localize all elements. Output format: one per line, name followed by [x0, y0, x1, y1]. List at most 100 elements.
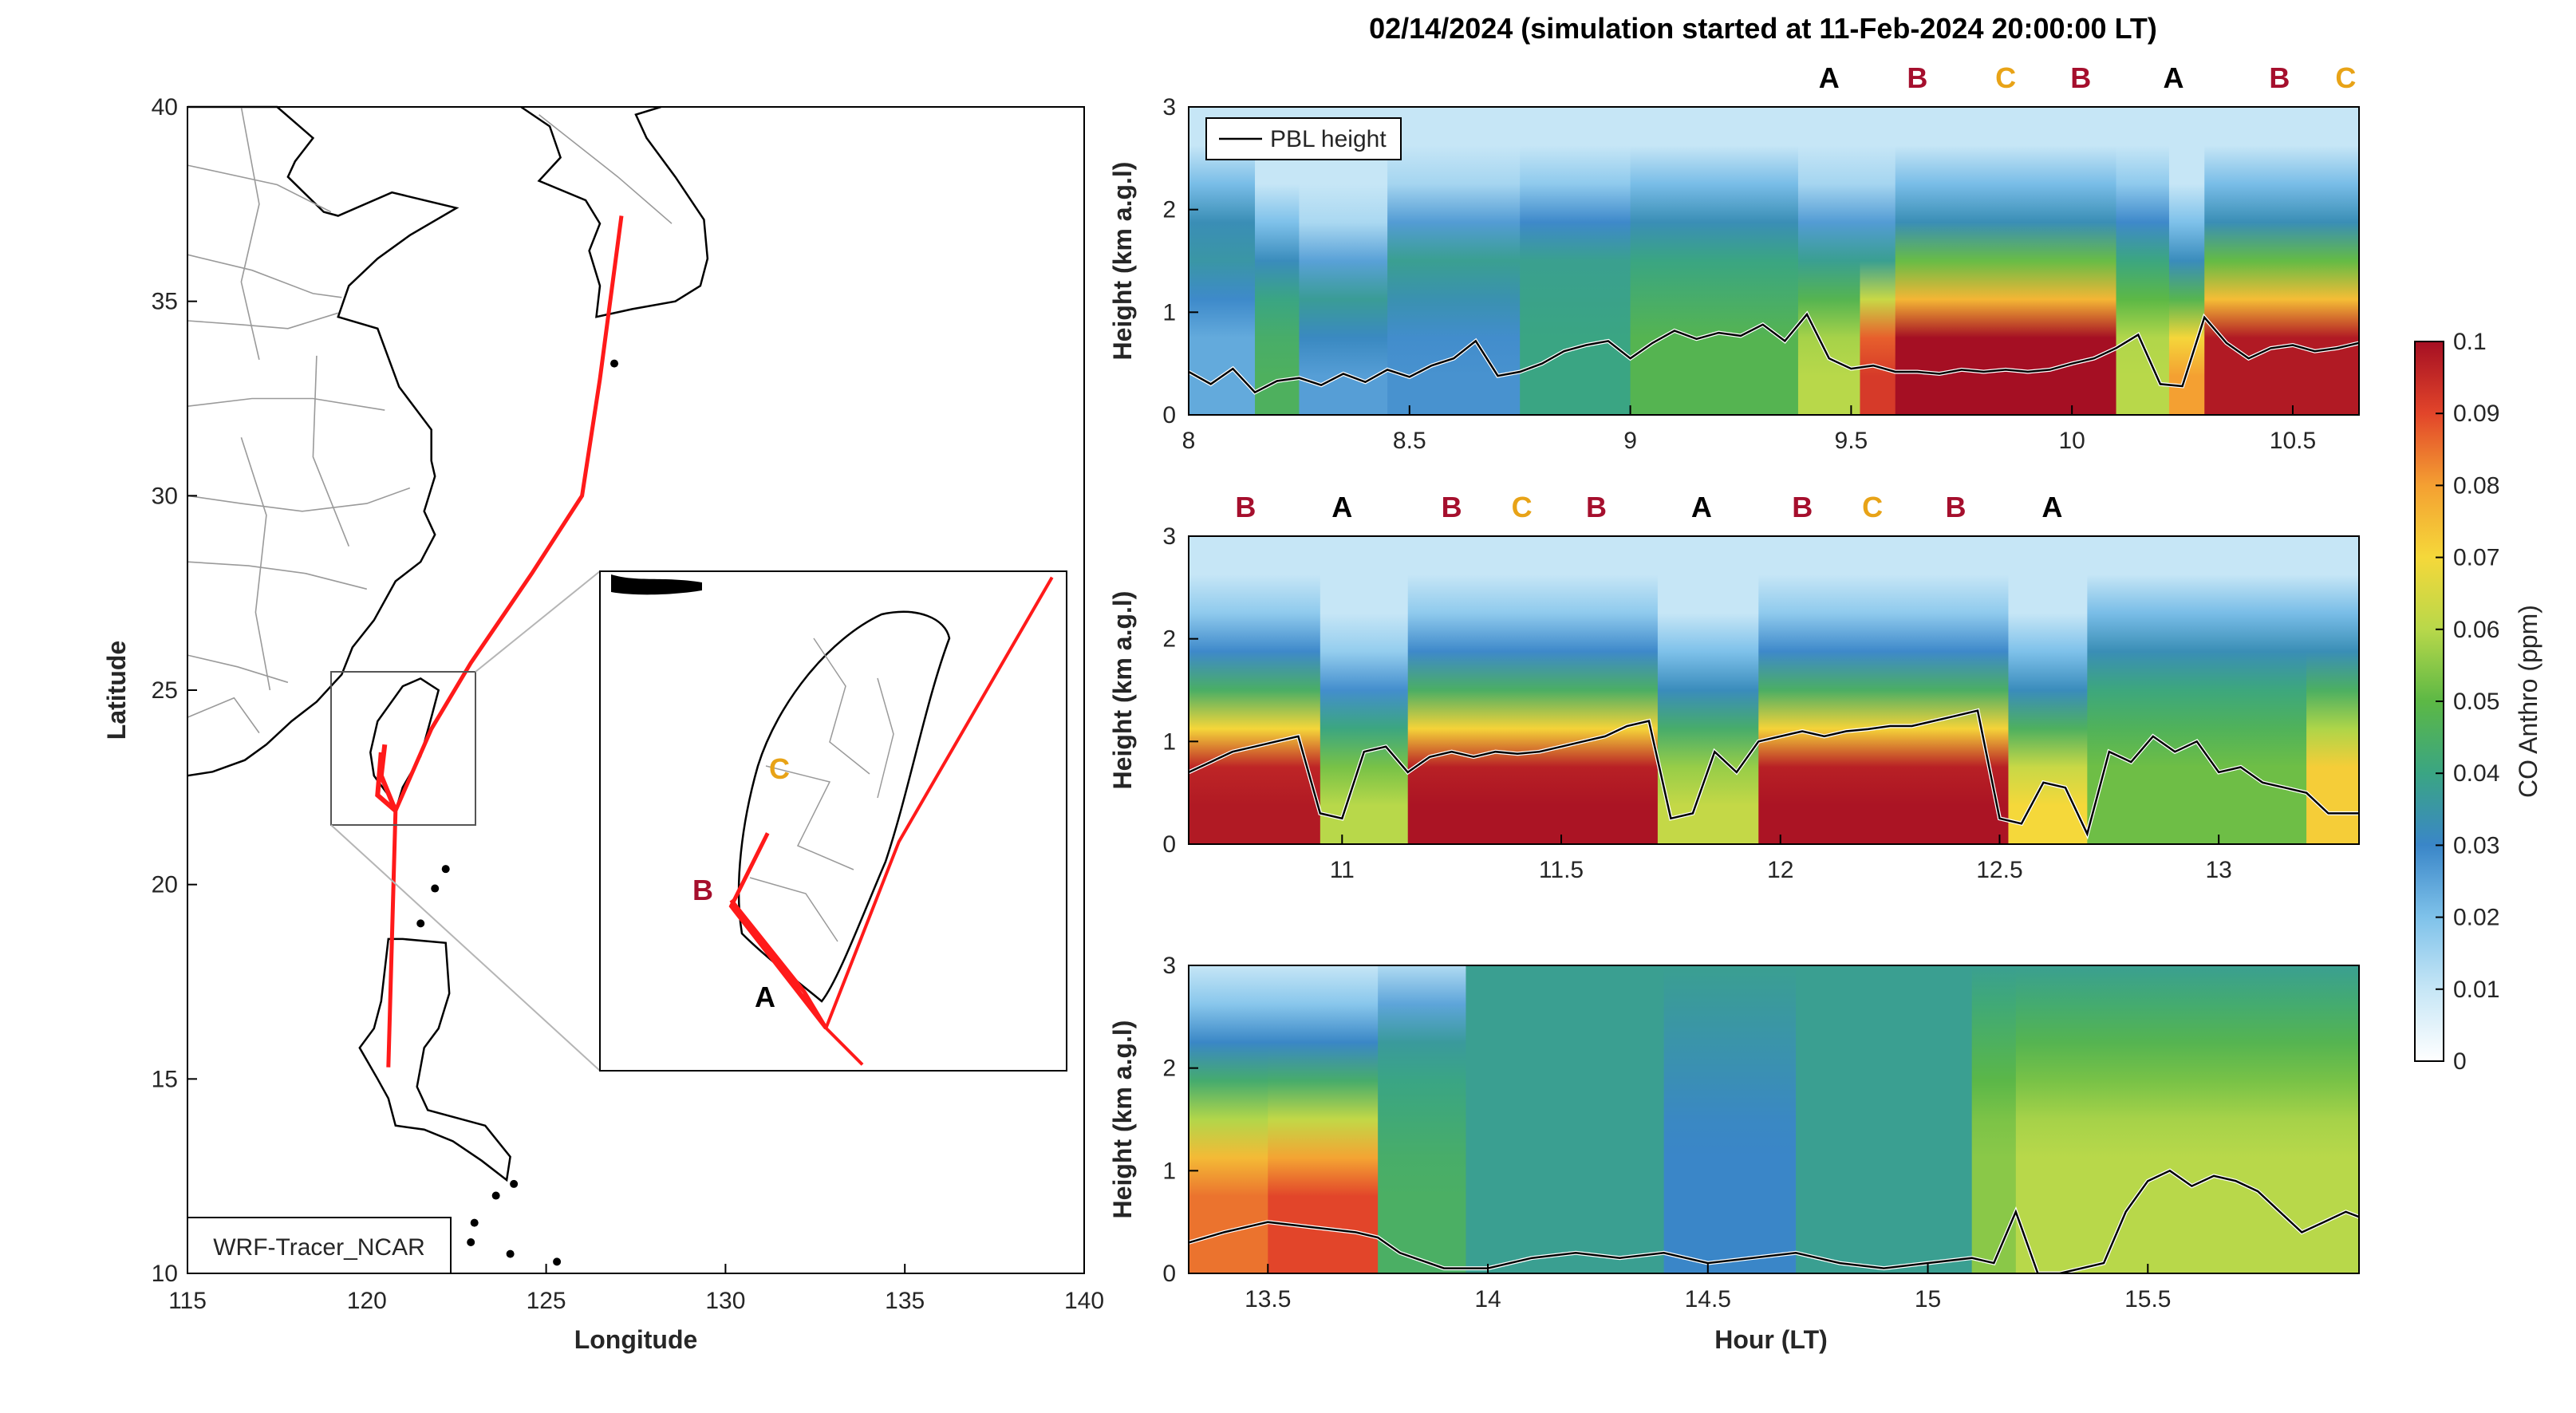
pbl-height-line: [1189, 312, 2359, 394]
segment-label-A: A: [1331, 491, 1352, 523]
segment-label-A: A: [1819, 61, 1840, 94]
island: [431, 884, 440, 893]
panel-1-frame: [1188, 106, 2360, 416]
xtick-label: 10: [2058, 428, 2085, 454]
map-xtick-label: 140: [1064, 1288, 1104, 1314]
heatmap-column: [2306, 536, 2359, 844]
panel-3-field: [1189, 965, 2359, 1273]
ytick-label: 2: [1162, 1056, 1176, 1082]
heatmap-column: [1387, 107, 1521, 415]
ylabel: Height (km a.g.l): [1108, 162, 1137, 361]
inset-branch-a: [729, 898, 828, 1030]
ytick-label: 2: [1162, 197, 1176, 223]
pbl-height-line: [1189, 709, 2359, 837]
china-coastline: [187, 105, 460, 777]
inset-china-coast: [611, 574, 702, 595]
segment-label-B: B: [1442, 491, 1462, 523]
segment-label-B: B: [1586, 491, 1607, 523]
island: [470, 1218, 479, 1227]
colorbar-ticks: 0 0.01 0.02 0.03 0.04 0.05 0.06 0.07 0.08 0.09 0.1: [2436, 329, 2499, 1075]
admin-line: [187, 312, 339, 330]
admin-line: [312, 355, 350, 547]
panel-2-field: [1189, 536, 2359, 844]
segment-label-A: A: [1691, 491, 1712, 523]
map-ytick-label: 35: [152, 289, 178, 315]
island: [441, 865, 450, 874]
panel-3-frame: [1188, 965, 2360, 1274]
main-trajectory: [386, 215, 624, 1068]
ytick-label: 2: [1162, 626, 1176, 653]
admin-line: [538, 114, 673, 224]
admin-line: [187, 487, 411, 512]
ytick-label: 1: [1162, 299, 1176, 326]
colorbar-tick-label: 0.06: [2453, 617, 2499, 643]
xtick-label: 11.5: [1539, 857, 1584, 883]
panel-3: 13.5 14 14.5 15 15.5 0 1 2 3 Height (km a.g.l): [1108, 953, 2360, 1312]
xtick-label: 11: [1330, 857, 1355, 883]
colorbar-tick-label: 0.04: [2453, 760, 2499, 787]
ytick-label: 3: [1162, 94, 1176, 120]
inset-trajectory: [824, 576, 1054, 1066]
map-ytick-label: 10: [152, 1261, 178, 1287]
heatmap-column: [2008, 536, 2089, 844]
taiwan-admin: [749, 637, 894, 942]
ytick-label: 1: [1162, 728, 1176, 755]
xtick-label: 9: [1623, 428, 1637, 454]
heatmap-column: [1758, 536, 2010, 844]
segment-label-A: A: [2163, 61, 2183, 94]
map-ytick-label: 25: [152, 677, 178, 704]
heatmap-column: [2168, 107, 2206, 415]
xtick-label: 8.5: [1393, 428, 1426, 454]
island: [416, 919, 425, 928]
xtick-label: 14: [1474, 1286, 1501, 1312]
map-xtick-label: 130: [705, 1288, 745, 1314]
heatmap-column: [1860, 107, 1896, 415]
segment-label-B: B: [1792, 491, 1813, 523]
admin-line: [187, 654, 289, 684]
xtick-label: 12: [1767, 857, 1793, 883]
island: [610, 359, 619, 368]
island: [506, 1249, 515, 1258]
colorbar-label: CO Anthro (ppm): [2514, 605, 2542, 798]
map-xtick-label: 115: [168, 1288, 207, 1314]
xtick-label: 9.5: [1835, 428, 1868, 454]
taiwan-outline: [737, 610, 951, 1003]
map-ticks: 115 120 125 130 135 140 10 15 20 25 30 35 40: [152, 94, 1104, 1314]
segment-label-B: B: [2070, 61, 2091, 94]
map-ylabel: Latitude: [102, 641, 131, 740]
heatmap-column: [1630, 107, 1799, 415]
admin-line: [187, 697, 260, 734]
admin-line: [240, 436, 271, 691]
zoom-connector-bottom: [330, 824, 601, 1072]
heatmap-column: [2015, 965, 2359, 1273]
colorbar-tick-label: 0.08: [2453, 472, 2499, 499]
heatmap-column: [2116, 107, 2170, 415]
heatmap-column: [1268, 965, 1379, 1273]
heatmap-column: [1520, 107, 1631, 415]
map-ytick-label: 40: [152, 94, 178, 120]
model-label: WRF-Tracer_NCAR: [213, 1234, 425, 1261]
segment-label-C: C: [1995, 61, 2016, 94]
admin-line: [187, 561, 367, 590]
xtick-label: 15.5: [2124, 1286, 2171, 1312]
ytick-label: 0: [1162, 1261, 1176, 1287]
xtick-label: 15: [1915, 1286, 1941, 1312]
segment-label-B: B: [1907, 61, 1927, 94]
korea-coastline: [520, 105, 709, 318]
legend-label: PBL height: [1270, 126, 1387, 152]
figure-title: 02/14/2024 (simulation started at 11-Feb…: [1369, 12, 2157, 45]
inset-label-a: A: [755, 981, 775, 1013]
heatmap-column: [1796, 965, 1973, 1273]
trajectory: [375, 215, 624, 1068]
heatmap-column: [1657, 536, 1760, 844]
ytick-label: 3: [1162, 523, 1176, 550]
segment-label-C: C: [1862, 491, 1883, 523]
heatmap-column: [1797, 107, 1861, 415]
segment-label-C: C: [1512, 491, 1533, 523]
admin-boundaries: [187, 106, 673, 734]
segment-label-B: B: [1946, 491, 1967, 523]
colorbar: 0 0.01 0.02 0.03 0.04 0.05 0.06 0.07 0.08 0.09 0.1…: [2414, 329, 2542, 1075]
ylabel: Height (km a.g.l): [1108, 1020, 1137, 1219]
admin-line: [187, 254, 342, 298]
